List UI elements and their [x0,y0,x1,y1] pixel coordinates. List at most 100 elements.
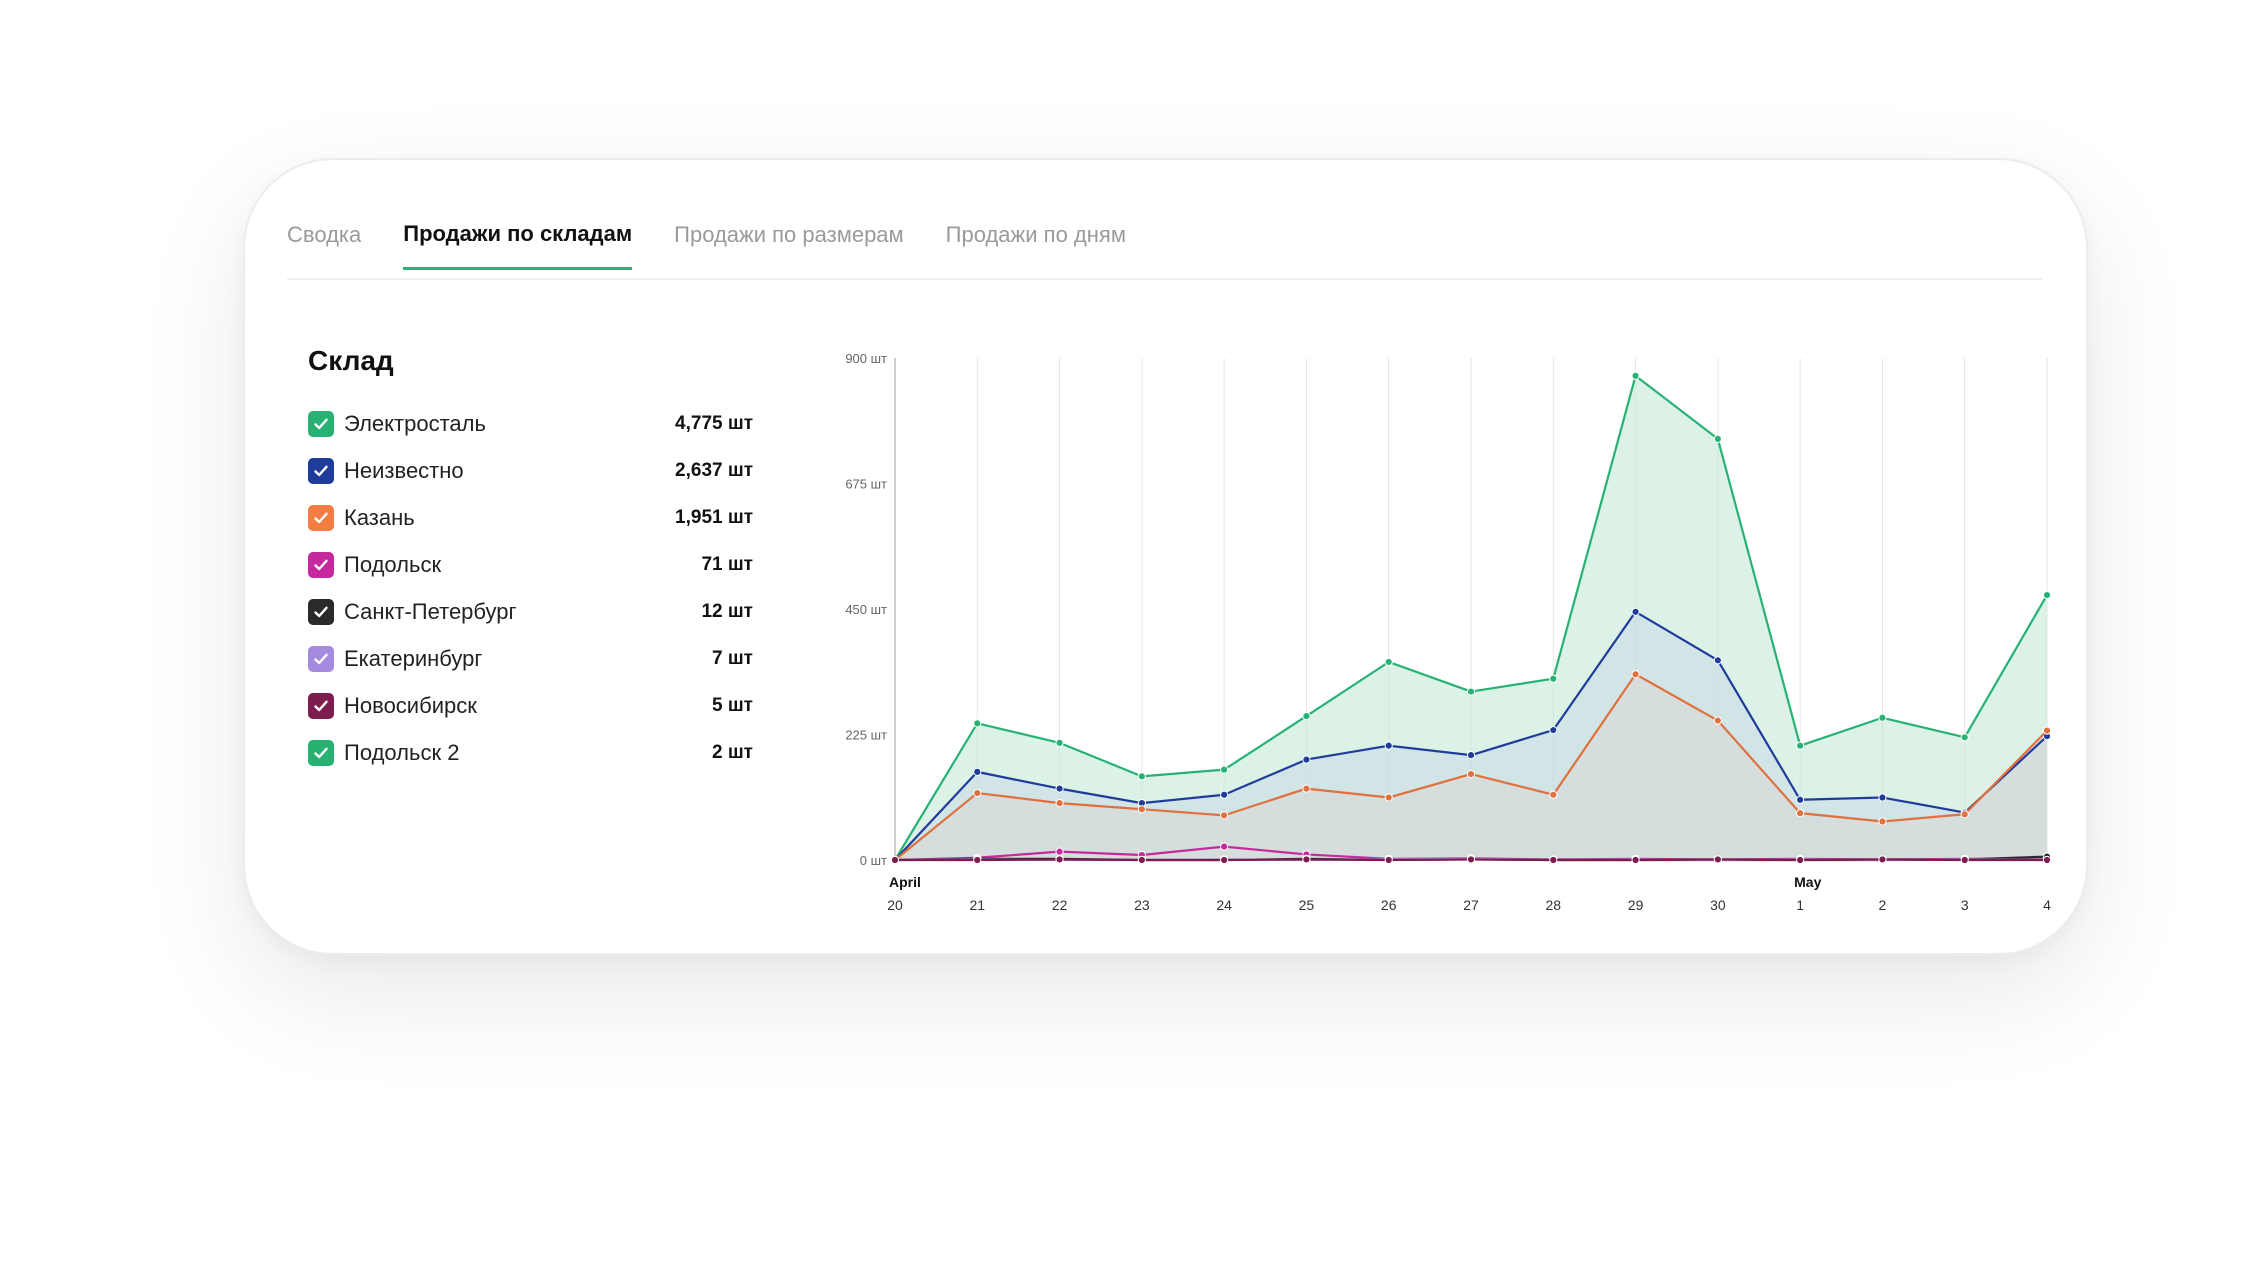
data-point [1466,751,1476,760]
check-icon [314,606,328,617]
data-point [1302,711,1311,721]
data-point [1878,793,1887,802]
data-point [1466,855,1476,864]
check-icon [314,512,328,523]
data-point [1960,808,1969,817]
data-point [1796,855,1805,865]
data-point [1302,855,1311,865]
check-icon [314,700,328,711]
sales-card: Сводка Продажи по складам Продажи по раз… [243,158,2088,955]
x-tick-label: 4 [2043,897,2051,913]
data-point [1220,855,1229,864]
data-point [1796,855,1805,865]
data-point [1220,855,1229,865]
data-point [1549,855,1558,865]
series-line [894,855,2048,862]
legend-item[interactable]: Казань 1,951 шт [308,494,753,541]
legend-item[interactable]: Санкт-Петербург 12 шт [308,588,753,635]
data-point [1549,855,1558,865]
tab-summary[interactable]: Сводка [287,222,362,247]
x-tick-label: 28 [1545,897,1561,913]
legend-item-name: Неизвестно [344,457,464,483]
legend-item[interactable]: Новосибирск 5 шт [308,682,753,729]
data-point [890,855,900,865]
data-point [1878,855,1887,864]
data-point [1220,811,1229,820]
legend-item-value: 71 шт [701,553,753,575]
data-point [1466,687,1476,696]
x-tick-label: 27 [1463,897,1479,913]
area-Электросталь [895,375,2047,860]
series-line [894,857,2048,862]
data-point [1220,765,1229,774]
data-point [1302,755,1311,764]
data-point [1713,716,1722,725]
data-point [2042,855,2052,865]
tab-sales-by-size[interactable]: Продажи по размерам [674,222,904,247]
series-line [895,858,2047,862]
x-tick-label: 20 [887,897,903,913]
legend-checkbox[interactable] [308,692,334,719]
month-label: May [1794,874,1821,890]
data-point [1302,854,1311,863]
y-tick-label: 450 шт [845,602,887,617]
data-point [1220,842,1229,851]
data-point [1960,854,1969,863]
data-point [1384,657,1393,667]
data-point [1384,854,1393,863]
data-point [1466,854,1476,863]
data-point [1549,725,1558,735]
data-point [1137,772,1146,781]
legend-checkbox[interactable] [308,551,334,578]
data-point [1549,674,1558,683]
data-point [1549,790,1558,799]
tab-sales-by-warehouse[interactable]: Продажи по складам [403,200,633,270]
legend-checkbox[interactable] [308,410,334,437]
data-point [1137,850,1146,860]
series-line [894,673,2048,861]
legend-checkbox[interactable] [308,504,334,531]
data-point [2042,726,2052,735]
data-point [1631,670,1640,679]
data-point [890,855,900,865]
data-point [1220,790,1229,799]
data-point [890,855,900,865]
data-point [973,854,982,863]
data-point [1713,855,1722,864]
legend-checkbox[interactable] [308,598,334,625]
data-point [973,853,982,862]
data-point [1055,855,1064,865]
legend-checkbox[interactable] [308,645,334,672]
data-point [890,855,900,865]
legend-item[interactable]: Неизвестно 2,637 шт [308,447,753,494]
y-tick-label: 900 шт [845,351,887,366]
x-tick-label: 25 [1299,897,1315,913]
data-point [1713,656,1722,665]
legend-item[interactable]: Подольск 2 2 шт [308,729,753,776]
tab-sales-by-day[interactable]: Продажи по дням [945,222,1126,247]
y-tick-label: 225 шт [845,728,887,743]
legend-item-value: 4,775 шт [675,412,753,434]
data-point [2042,855,2052,864]
month-label: April [889,874,921,890]
data-point [890,855,900,865]
legend-checkbox[interactable] [308,457,334,484]
data-point [1960,855,1969,864]
data-point [1878,855,1887,864]
data-point [1549,855,1558,864]
data-point [2042,852,2052,861]
data-point [1713,855,1722,864]
x-tick-label: 3 [1961,897,1969,913]
data-point [1631,854,1640,863]
data-point [1796,809,1805,818]
data-point [890,855,900,865]
legend-item[interactable]: Электросталь 4,775 шт [308,400,753,447]
data-point [973,855,982,864]
legend-item[interactable]: Екатеринбург 7 шт [308,635,753,682]
legend-item[interactable]: Подольск 71 шт [308,541,753,588]
data-point [1878,713,1887,722]
data-point [1137,855,1146,865]
legend-checkbox[interactable] [308,739,334,766]
data-point [1713,855,1722,865]
y-tick-label: 675 шт [845,477,887,492]
